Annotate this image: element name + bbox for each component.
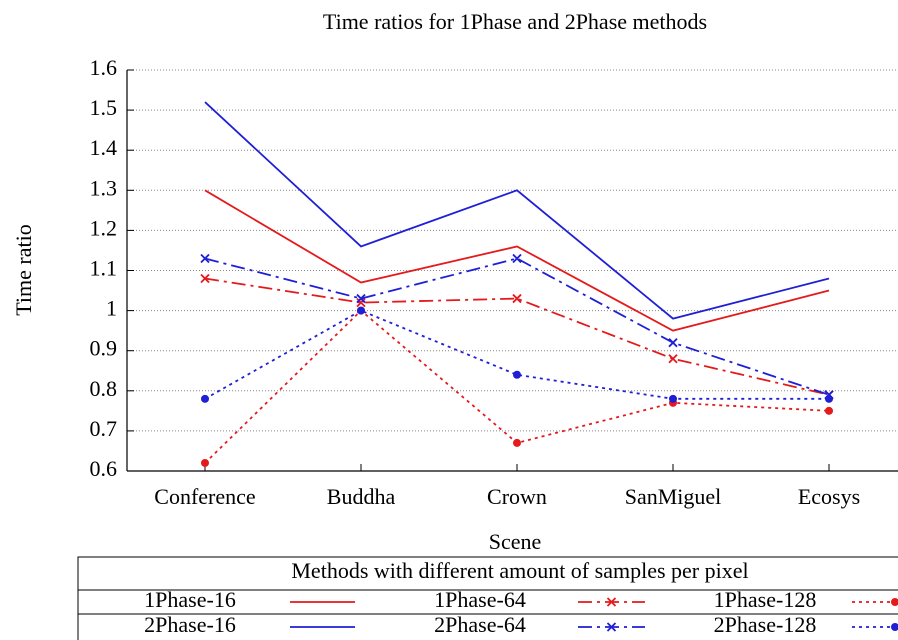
marker [606,597,617,607]
legend-label: 2Phase-64 [434,612,526,637]
series-line [204,277,830,396]
marker [513,438,521,447]
marker [512,253,522,264]
series-line [204,101,830,320]
chart-title: Time ratios for 1Phase and 2Phase method… [323,9,707,34]
marker [201,394,209,403]
marker [513,370,521,379]
marker [356,297,366,308]
marker [357,306,365,315]
y-tick-label: 1.2 [90,215,118,240]
legend-label: 1Phase-64 [434,587,526,612]
legend-label: 1Phase-128 [714,587,817,612]
x-tick-label: SanMiguel [625,484,722,509]
marker [606,622,617,632]
y-tick-label: 1.1 [90,256,118,281]
marker [356,293,366,304]
legend-label: 2Phase-128 [714,612,817,637]
legend-box [77,556,898,640]
y-axis-label: Time ratio [11,224,36,315]
x-tick-label: Ecosys [798,484,860,509]
legend-title: Methods with different amount of samples… [291,558,748,583]
x-tick-label: Buddha [327,484,396,509]
y-tick-label: 1.3 [90,175,118,200]
y-tick-label: 0.6 [90,456,118,481]
x-tick-label: Crown [487,484,547,509]
marker [201,458,209,467]
marker [668,354,678,364]
marker [891,623,898,631]
marker [825,406,833,415]
y-tick-label: 1.5 [90,95,118,120]
series-line [204,309,829,400]
y-tick-label: 0.8 [90,376,118,401]
marker [512,293,522,304]
y-tick-label: 1 [106,296,117,321]
legend-label: 2Phase-16 [144,612,236,637]
marker [668,338,678,348]
y-tick-label: 1.6 [90,55,118,80]
x-axis-label: Scene [489,529,542,554]
y-tick-label: 1.4 [90,135,118,160]
marker [200,273,210,284]
y-tick-label: 0.9 [90,336,118,361]
marker [825,394,833,403]
y-tick-label: 0.7 [90,416,118,441]
marker [891,598,898,606]
marker [669,394,677,403]
legend-label: 1Phase-16 [144,587,236,612]
marker [200,253,210,264]
x-tick-label: Conference [154,484,255,509]
series-line [204,189,830,332]
